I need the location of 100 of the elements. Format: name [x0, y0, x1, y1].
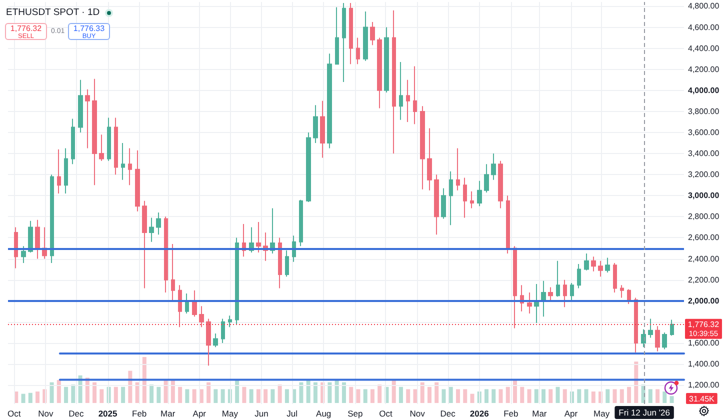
bar — [150, 384, 154, 403]
x-tick-label: Dec — [440, 408, 456, 418]
candlestick — [563, 279, 567, 308]
y-tick-label: 2,800.00 — [688, 212, 720, 222]
candlestick — [641, 328, 646, 348]
bar — [670, 396, 674, 403]
bar — [506, 386, 510, 403]
candlestick — [313, 104, 318, 144]
candlestick — [50, 174, 54, 264]
candlestick — [513, 246, 517, 329]
x-tick-label: Sep — [348, 408, 363, 418]
candlestick — [648, 318, 653, 338]
candlestick — [577, 264, 581, 289]
y-tick-label: 3,200.00 — [688, 170, 720, 180]
candlestick — [57, 148, 61, 194]
bar — [128, 370, 132, 403]
bar — [527, 389, 532, 403]
bar — [427, 386, 432, 403]
bar — [556, 386, 560, 403]
bar — [356, 389, 360, 403]
candlestick — [406, 79, 410, 122]
bar — [620, 389, 624, 403]
bar — [50, 382, 54, 403]
candlestick — [71, 118, 75, 165]
candlestick — [662, 332, 667, 350]
bar — [36, 392, 40, 403]
candlestick — [192, 290, 197, 318]
bar — [548, 389, 553, 403]
candlestick — [534, 284, 539, 324]
candlestick — [156, 212, 161, 236]
candlestick — [427, 128, 432, 191]
annotation: 1,776.32 — [9, 24, 43, 33]
bar — [513, 380, 517, 403]
candlestick — [135, 150, 140, 212]
y-tick-label: 4,200.00 — [688, 64, 720, 74]
x-tick-label: 2025 — [98, 408, 118, 418]
y-tick-label: 4,800.00 — [688, 2, 720, 11]
candlestick — [92, 78, 97, 186]
bar — [342, 382, 346, 403]
bar — [349, 386, 354, 403]
bar — [398, 386, 403, 403]
candlestick — [399, 61, 403, 120]
bar — [584, 389, 588, 403]
bar — [363, 389, 368, 403]
candlestick — [256, 221, 261, 253]
x-tick-label: Dec — [68, 408, 85, 418]
candlestick — [285, 250, 289, 278]
candlestick — [178, 284, 182, 328]
y-tick-label: 3,000.00 — [688, 191, 720, 200]
candlestick — [449, 170, 453, 226]
candlestick — [235, 237, 239, 325]
bar — [170, 380, 175, 403]
candlestick — [456, 148, 460, 191]
candlestick — [491, 153, 496, 180]
bar — [591, 392, 596, 403]
candlestick — [14, 226, 18, 269]
bar — [577, 389, 582, 403]
y-tick-label: 4,400.00 — [688, 44, 720, 53]
candlestick — [413, 66, 417, 125]
bar — [156, 386, 161, 403]
y-tick-label: 2,000.00 — [688, 296, 720, 306]
bar — [534, 389, 538, 403]
candlestick — [570, 282, 574, 302]
bar — [64, 386, 68, 403]
bar — [492, 389, 496, 403]
candlestick — [99, 134, 104, 162]
bar — [270, 389, 275, 403]
candlestick — [655, 326, 660, 352]
candlestick — [171, 244, 175, 302]
y-tick-label: 3,600.00 — [688, 128, 720, 137]
bar — [142, 357, 146, 403]
bar — [634, 362, 638, 403]
candlestick — [327, 53, 332, 149]
bar — [249, 389, 254, 403]
bar — [612, 389, 617, 403]
candlestick — [349, 2, 353, 65]
candlestick — [363, 10, 368, 62]
x-tick-label: Nov — [410, 408, 426, 418]
candlestick — [506, 195, 510, 254]
bar — [21, 394, 26, 403]
candlestick — [213, 332, 218, 348]
x-tick-label: Mar — [532, 408, 547, 418]
candlestick — [370, 21, 375, 46]
bar — [220, 389, 225, 403]
bar — [100, 389, 104, 403]
ref-line-label: Fri 12 Jun '26 — [618, 408, 670, 418]
bar — [56, 380, 61, 403]
bar — [284, 389, 289, 403]
y-tick-label: 4,600.00 — [688, 22, 720, 32]
candlestick — [35, 219, 40, 260]
bar — [448, 386, 453, 403]
candlestick — [556, 260, 560, 298]
bar — [306, 380, 310, 403]
bar — [28, 392, 32, 403]
text: ETHUSDT SPOT · 1D — [6, 7, 100, 19]
candlestick — [527, 292, 532, 314]
x-tick-label: Jul — [286, 408, 298, 418]
candlestick — [627, 288, 631, 305]
candlestick — [484, 164, 489, 193]
bar — [484, 389, 488, 403]
